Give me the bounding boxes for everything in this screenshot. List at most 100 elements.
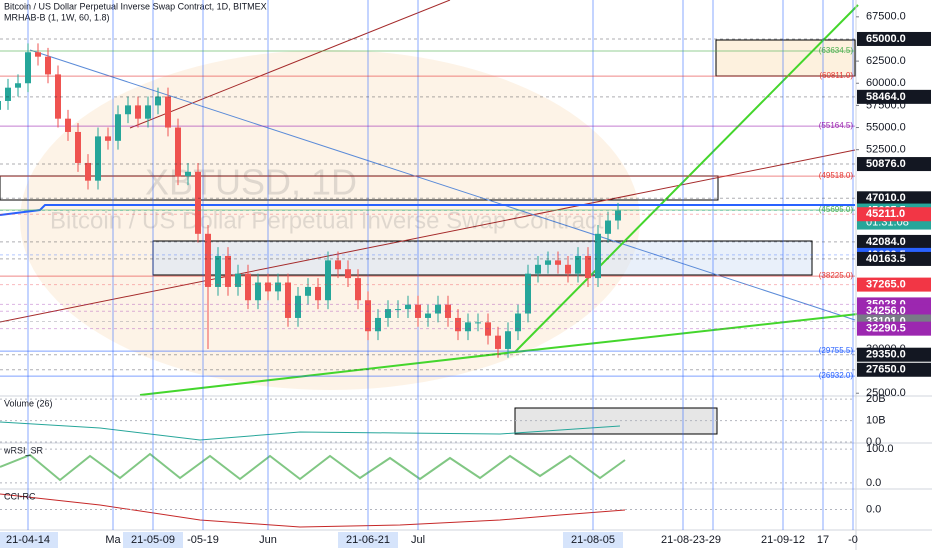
price-tag-label: 45211.0 (866, 208, 905, 220)
candle-body (535, 264, 541, 274)
candle-body (215, 255, 221, 287)
price-tag (857, 191, 931, 206)
price-tag (857, 89, 931, 104)
price-tag (857, 31, 931, 46)
candle-body (575, 255, 581, 274)
candle-body (465, 322, 471, 332)
price-tag-label: 34256.0 (866, 305, 906, 317)
price-tag-label: 37265.0 (866, 279, 906, 291)
y-tick-label: 62500.0 (866, 55, 906, 67)
price-tag-label: 40163.5 (866, 253, 906, 265)
price-tag-label: 32290.5 (866, 323, 906, 335)
candle-body (385, 309, 391, 318)
candle-body (205, 233, 211, 287)
level-label: (49518.0) (819, 171, 854, 180)
pane-title: wRSI_SR (3, 445, 44, 455)
candle-body (225, 255, 231, 287)
pane-title: Volume (26) (4, 398, 53, 408)
pane-tick-label: 0.0 (866, 436, 881, 448)
x-tick-highlight (123, 532, 183, 548)
y-tick-label: 52500.0 (866, 144, 906, 156)
x-tick-label: 21-08-05 (571, 534, 615, 546)
candle-body (265, 282, 271, 292)
candle-body (155, 96, 161, 106)
candle-body (585, 255, 591, 279)
candle-body (295, 295, 301, 318)
indicator-label: MRHAB-B (1, 1W, 60, 1.8) (4, 12, 110, 22)
candle-body (335, 260, 341, 270)
level-label: (63634.5) (819, 46, 854, 55)
candle-body (145, 105, 151, 119)
candle-body (525, 273, 531, 314)
candle-body (305, 286, 311, 296)
candle-body (75, 131, 81, 163)
price-tag-label: 58464.0 (866, 91, 906, 103)
price-tag (857, 277, 931, 292)
candle-body (605, 220, 611, 234)
price-tag (857, 251, 931, 266)
x-tick-label: 21-09-12 (761, 534, 805, 546)
candle-body (325, 260, 331, 301)
candle-body (405, 304, 411, 310)
candle-body (515, 313, 521, 332)
candle-body (365, 300, 371, 332)
candle-body (275, 282, 281, 292)
x-tick-highlight (563, 532, 623, 548)
price-tag (857, 207, 931, 222)
candle-body (105, 136, 111, 141)
x-tick-label: Jul (411, 534, 425, 546)
x-tick-highlight (338, 532, 398, 548)
candle-body (25, 52, 31, 84)
pane-tick-label: 0.0 (866, 477, 881, 489)
y-tick-label: 25000.0 (866, 387, 906, 399)
candle-body (185, 171, 191, 177)
candle-body (345, 269, 351, 279)
price-tag-label: 27650.0 (866, 364, 906, 376)
candle-body (455, 317, 461, 332)
x-tick-label: 21-08-23 (661, 534, 705, 546)
candle-body (395, 309, 401, 311)
candle-body (245, 273, 251, 301)
price-tag-label: 50876.0 (866, 158, 906, 170)
candle-body (425, 313, 431, 318)
x-tick-label: 21-04-14 (6, 534, 50, 546)
candle-body (195, 171, 201, 234)
x-tick-label: Ma (105, 534, 121, 546)
candle-body (15, 83, 21, 88)
trend-line (129, 0, 451, 129)
candle-body (505, 331, 511, 349)
pane-tick-label: 0.0 (866, 503, 881, 515)
candle-body (495, 335, 501, 349)
candle-body (235, 273, 241, 287)
candle-body (55, 74, 61, 119)
candle-body (115, 114, 121, 141)
price-tag (857, 157, 931, 172)
candle-body (255, 282, 261, 301)
candle-body (45, 56, 51, 75)
price-tag-label: 29350.0 (866, 349, 906, 361)
candle-body (595, 233, 601, 279)
price-tag-label: 65000.0 (866, 33, 906, 45)
chart-title: Bitcoin / US Dollar Perpetual Inverse Sw… (4, 1, 267, 11)
candle-body (565, 264, 571, 274)
cci-line (0, 493, 626, 528)
price-tag (857, 347, 931, 362)
wrsi-line (0, 452, 626, 482)
candle-body (355, 278, 361, 301)
y-tick-label: 55000.0 (866, 121, 906, 133)
x-tick-label: Jun (259, 534, 277, 546)
level-label: (55164.5) (819, 121, 854, 130)
watermark-sub: Bitcoin / US Dollar Perpetual Inverse Sw… (50, 207, 604, 234)
candle-body (85, 162, 91, 181)
price-tag (857, 362, 931, 377)
x-tick-label: 21-06-21 (346, 534, 390, 546)
level-label: (60811.0) (819, 71, 853, 80)
level-label: (26932.0) (819, 371, 854, 380)
candle-body (0, 100, 1, 110)
x-tick-label: -05-19 (187, 534, 219, 546)
candle-body (315, 286, 321, 301)
candle-body (135, 105, 141, 119)
price-tag (857, 321, 931, 336)
candle-body (555, 260, 561, 265)
y-tick-label: 60000.0 (866, 77, 906, 89)
